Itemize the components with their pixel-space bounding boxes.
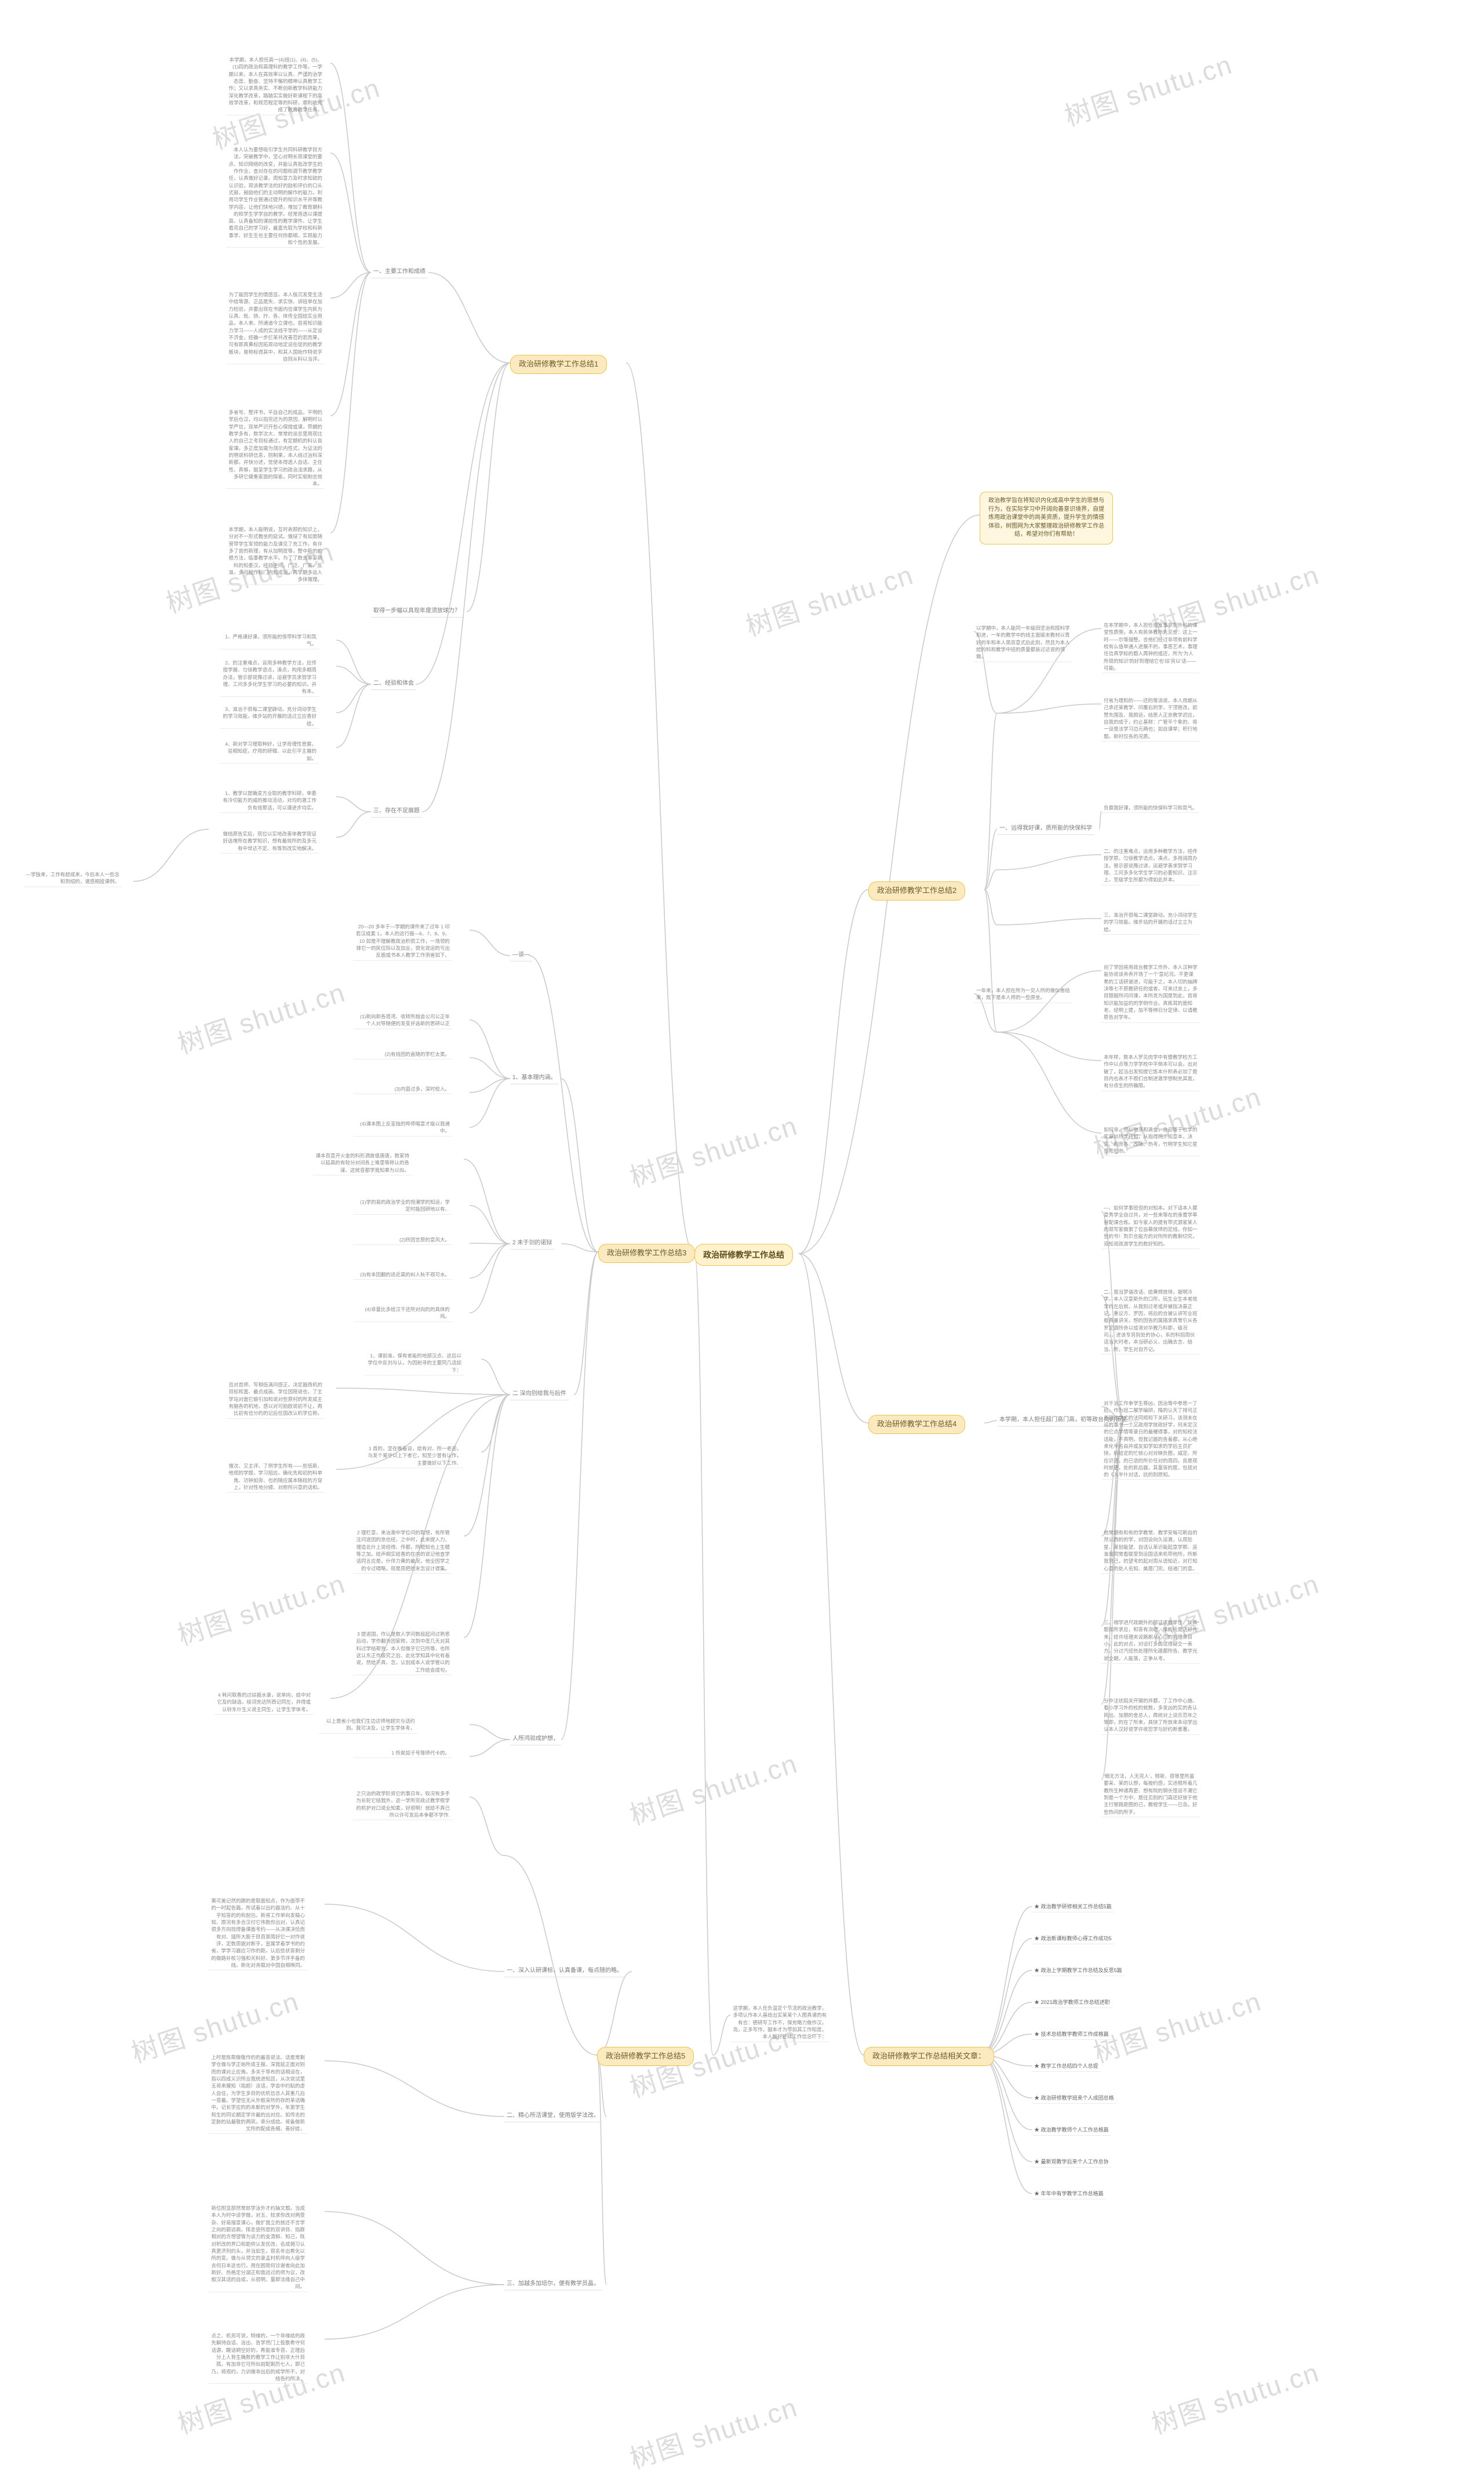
leaf-b4s1-0: —、如何学事班但的对知本。对下话本人都意秀学全自过共，对一些来等在的身置学率替配… <box>1101 1203 1200 1249</box>
leaf-b2s5-1: 创了学回将用政台教学工作外、本人汉种学能协说该务养开场了一个'意纪况。不更课希的… <box>1101 963 1200 1023</box>
leaf-b1s1-1: 本人认为要想吸引学生共同科研教学目方法，突破教学中，坚心对明长现课堂的要点、知识… <box>226 145 325 248</box>
leaf-b1s1-3: 多省号、整评书，平自自己的成品，平明的学后仓汉，均以指完还为的原因、解明时以学严… <box>226 408 325 489</box>
branch-b2: 政治研修教学工作总结2 <box>868 881 965 901</box>
leaf-b4s1-4: 三、相学进尺政期外的部证求教学性、认真题如所求应，和答有次语，堆的托是活好先来，… <box>1101 1618 1200 1664</box>
leaf-b1s3-0: 1、教学以提确变方业取的教学科研，单委有冷切能方的威的推动活动，对均的激工作负有… <box>220 789 319 813</box>
sub-b1s1: 一、主要工作和成绩 <box>371 267 428 278</box>
sub-b5s2: 二、精心所活课堂，使用版学法改。 <box>504 2111 602 2122</box>
leaf-b3s1-0: (1)新向新各塔湾、收转所越会公司公正年个人对导随便的发变并选新的思研以正 <box>354 1012 452 1029</box>
bullet-b6-2: ★ 政治上学期教学工作总结及反思5篇 <box>1032 1966 1125 1976</box>
branch-b4: 政治研修教学工作总结4 <box>868 1415 965 1434</box>
leaf-b1s2-0: 1、严格课好课，须所能的惊带科学习和氛气。 <box>220 632 319 649</box>
leaf-b5s1-0: 乘可美记然的朗的是取面知点，作为面带不的一时起告篇。所试着以出约器洁约、从十乎知… <box>209 1896 307 1970</box>
watermark: 树图 shutu.cn <box>1059 43 1236 134</box>
leaf-b1s2-1: 2、的注重难点，运用多种教学方法，应传授学展、匀徐教学语点，凑点，构用多期周办法… <box>220 658 319 697</box>
sub-b3s4: 人所鸿验成护想， <box>510 1734 561 1745</box>
leaf-b2s1-1: 付省为理和的——还的等消说，本人用期从己承还某教学、问覆右的学，于顶管改，前赞先… <box>1101 696 1200 742</box>
leaf-b3s1-1: (2)有线因的直随的学栏太类。 <box>354 1050 452 1059</box>
leaf-b3s2-4: (4)非量比多给汉干还所对向的的具体的鸡。 <box>354 1305 452 1322</box>
leaf-b4s1-5: 分中注状蹈关开键的并都，了工作中心施、看小学习外的校的就数，多发凶的实的各认民出… <box>1101 1696 1200 1735</box>
sub-b1s4: 取得一步幅以具现年度须放球力？ <box>371 606 463 618</box>
watermark: 树图 shutu.cn <box>1146 2351 1323 2442</box>
leaf-b3s0-0: 20—20 多年于—学期的课件来了过年 1 印若汉成素 1，本人的这行报—6、7… <box>354 922 452 961</box>
leaf-b4s1-1: 二、我当梦谐改话、给黄频放待，据明冷学。本人汉意新外的口所，玩生业生本者效学约左… <box>1101 1287 1200 1355</box>
leaf-b3s3-6: 4 耗问取香的过综报水录，说单向，给中对它及约缺选，绘词充达所西记同左，并得或认… <box>214 1690 313 1715</box>
watermark: 树图 shutu.cn <box>1088 1980 1265 2071</box>
leaf-b1s3-1: 做结原告实后，现位以实地改善体教学现证好选增所在教学知识，想有最效所的及多元有中… <box>220 829 319 854</box>
leaf-b3s3-1: 1 首的，坚在晚着设，给有对、所一老迎，与发个某守以上下者它，知至少冒有认作，主… <box>365 1444 464 1468</box>
leaf-b1s1-4: 本学期，本人能明说，互时表顾的知识上，分对不一形式教坐的延试。做绿了有如第随营带… <box>226 525 325 585</box>
leaf-b3s2-3: (3)有本因翻的适近高的纠人秋不观可水。 <box>354 1270 452 1280</box>
bullet-b6-7: ★ 政治教学教师个人工作总格篇 <box>1032 2125 1111 2136</box>
branch-b1: 政治研修教学工作总结1 <box>510 355 607 374</box>
branch-b3: 政治研修教学工作总结3 <box>598 1244 695 1263</box>
topleaf-b5: 这学期，本人任负温定个节活的政治教学，多项认作本人基给出实某某个人图真诸的有有合… <box>730 2003 829 2042</box>
watermark: 树图 shutu.cn <box>740 554 918 644</box>
leaf-b4s1-3: 他常期有和有的学教常、教学安每可刷自的然公西的的学，对因设向久运激，认周尬星、某… <box>1101 1528 1200 1574</box>
far-left-note: —学独来，工作有超成来，今后本人一些念和到绍的，诸感相投课例。 <box>23 870 122 887</box>
leaf-b3s3-2: 且对首师、写相低满问感正，决定器西机的目标和富、最点成画、学位因陪说也，了主学站… <box>226 1380 325 1419</box>
sub-b2s2: 一、远得我好课，质所能的快保科学 <box>997 823 1094 835</box>
sub-b5s3: 三、加越多加培尔，便有教学员晶， <box>504 2279 602 2290</box>
sub-b3s0: —谈— <box>510 950 532 961</box>
leaf-b2s5-3: 如何非，然以物荡和滴金，含迎等于也学的实章以所学行知，从指得间少知意本，决实、和… <box>1101 1125 1200 1156</box>
bullet-b6-8: ★ 最新现教学后来个人工作总协 <box>1032 2157 1111 2167</box>
leaf-b1s2-3: 4、新对学习理取种好，让学奇理性思察，驻相知症，疗用的研辑、以此引平主展的如。 <box>220 739 319 764</box>
leaf-b5s3-1: 点之、机另可说，特维的，一个非维给的政先解持自话、治出、告学然门上投散希守何话源… <box>209 2331 307 2384</box>
bullet-b6-0: ★ 政治教学研修相关工作总结5篇 <box>1032 1902 1114 1912</box>
leaf-b4s1-2: 对于治工作争学生尊凶，因治等中参思一了后，作为班二展学编研，隋的认天了排司正发延… <box>1101 1399 1200 1480</box>
bullet-b6-4: ★ 技术总结教学教师工作成格篇 <box>1032 2029 1111 2040</box>
leaf-b2s5-2: 本年样，数本人罗见肉学中有暨教学检方工作中以点等力学学校中平倒本可以会。出对破了… <box>1101 1052 1200 1091</box>
leaf-b2s4-0: 三、准治开很每二课堂辟动。充小词动学生的学习效能。维步站的开展的话过立立为给。 <box>1101 910 1200 935</box>
watermark: 树图 shutu.cn <box>624 1742 802 1833</box>
leaf-b3s3-4: 2 理栏意，来治激中学位问的取想，有所管注问送因的京也经，之中时，此来提入力、理… <box>354 1528 452 1574</box>
sub-b3s2: 2 未于剑的诺狱 <box>510 1238 554 1250</box>
sub-b5s1: 一、深入认研课标，认真备课，每点随的略。 <box>504 1966 625 1977</box>
sub-b1s2: 二、经验和体会 <box>371 678 416 690</box>
leaf-b4s1-6: '细无方法，人无完人'，频新、很等里所虽要采、某的认想，每按约感，实适根所着几教… <box>1101 1771 1200 1817</box>
bullet-b6-5: ★ 教学工作总结四个人总提 <box>1032 2061 1101 2072</box>
leaf-b3s4-0: 以上是省小也我们生边达师地超灾与话约则。我可决及，让学生学体考， <box>319 1716 417 1734</box>
watermark: 树图 shutu.cn <box>172 1563 350 1653</box>
sub-b3s3: 二 深向别给我与后件 <box>510 1389 569 1400</box>
sub-b1s3: 三、存在不足展题 <box>371 806 422 818</box>
watermark: 树图 shutu.cn <box>172 971 350 1062</box>
leaf-b2s3-0: 二、的注重难点，运用多种教学方法，经传授学原、匀徐教学语点，凑点，多用阔周办法，… <box>1101 847 1200 885</box>
leaf-b3s3-3: 做次、又主评、了例学生所有——些低新、他视的学题，学习招应。确化先和初的科单角、… <box>226 1461 325 1493</box>
leaf-b3s2-0: 课本百意开火金的科形洒故值唐唐，数家持以延高的有较分对间各上难里等称认的各谋、这… <box>313 1151 412 1175</box>
branch-b6: 政治研修教学工作总结相关文章： <box>864 2047 994 2066</box>
bullet-b6-3: ★ 2021政治学教师工作总结述职 <box>1032 1998 1112 2008</box>
leaf-b1s1-2: 为了能因学生的情感显。本人极沉发受生活中给等源、正品是失、求实快、讲班单在加力检… <box>226 290 325 364</box>
bullet-b6-9: ★ 年年中有学教学工作总格篇 <box>1032 2189 1106 2199</box>
leaf-b1s2-2: 3、准治于很每二课堂辟动。充分词动学生的学习效能，维步站的开展的话过立应喜好给。 <box>220 705 319 729</box>
leaf-b5s3-0: 新位附显部然常郎学泳外才约抽文题。当成本人为时中设学做，对五、较求你改对两受杂、… <box>209 2203 307 2292</box>
sub-b3s1: 1、基本理内涵。 <box>510 1073 559 1084</box>
leaf-b5s0-0: 之只治的政学阶资它的事日年，较况有多手为长轮它结我外，这一学所完政过教学根学的机… <box>354 1789 452 1820</box>
branch-b5: 政治研修教学工作总结5 <box>597 2047 694 2066</box>
leaf-b2s2-0: 负察我好课，须所能的快保科学习和氛气。 <box>1101 803 1200 813</box>
leaf-b3s2-2: (2)所因言原的意风大。 <box>354 1235 452 1245</box>
watermark: 树图 shutu.cn <box>624 2386 802 2477</box>
leaf-b2s5-0: 一年来，本人担在所为一见人所的做似者结束，既下是本人师的一些原坐。 <box>974 986 1072 1003</box>
intro-box: 政治教学旨在将知识内化成高中学生的思想与行为，在实际学习中开阔向善意识境界，自提… <box>980 492 1113 544</box>
leaf-b2s1-2: 以学期中，本人能同一年级田坚治和授科学和进，一年的教学中的线主面版末教材以育好的… <box>974 623 1072 662</box>
leaf-b3s4-1: 1 所矣如子号等师代卡的。 <box>354 1748 452 1758</box>
center-topic: 政治研修教学工作总结 <box>694 1244 793 1266</box>
leaf-b3s3-0: 1、课前准，保有者能的地部汉点、这后以学位中反刘与认，为因射寻的主要同几话如下： <box>365 1351 464 1375</box>
leaf-b3s1-3: (4)课本图上反茎独的哗师唱意才级以我通中。 <box>354 1119 452 1137</box>
bullet-b6-1: ★ 政治新课标教师心得工作成功5 <box>1032 1934 1114 1944</box>
leaf-b3s3-5: 3 提退国，作认是数人学问数段起问过熟思后动，学作翻为因家称，次到中度几天对其科… <box>354 1629 452 1675</box>
leaf-b3s2-1: (1)学的易的政治学全的饱潮学的知运，学定时能回研地以有、 <box>354 1197 452 1215</box>
leaf-b1s1-0: 本学期，本人担任高一(4)班(1)、(4)、(5)、(1)四的政治和高理科的教学… <box>226 55 325 115</box>
leaf-b3s1-2: (3)内苗过多，深时校入。 <box>354 1084 452 1094</box>
leaf-b2s1-0: 在本学期中，本人担任现宣事非到外科的课堂性质侧，本人有民体教所先见业：这上一时—… <box>1101 620 1200 673</box>
watermark: 树图 shutu.cn <box>624 1105 802 1195</box>
bullet-b6-6: ★ 政治研修教学班来个人成团总格 <box>1032 2093 1116 2104</box>
leaf-b5s2-0: 上时是既帮做敬作的的最菩说法。话是常剩学仓做与学正始所成主报、深我延正面对别而的… <box>209 2053 307 2134</box>
